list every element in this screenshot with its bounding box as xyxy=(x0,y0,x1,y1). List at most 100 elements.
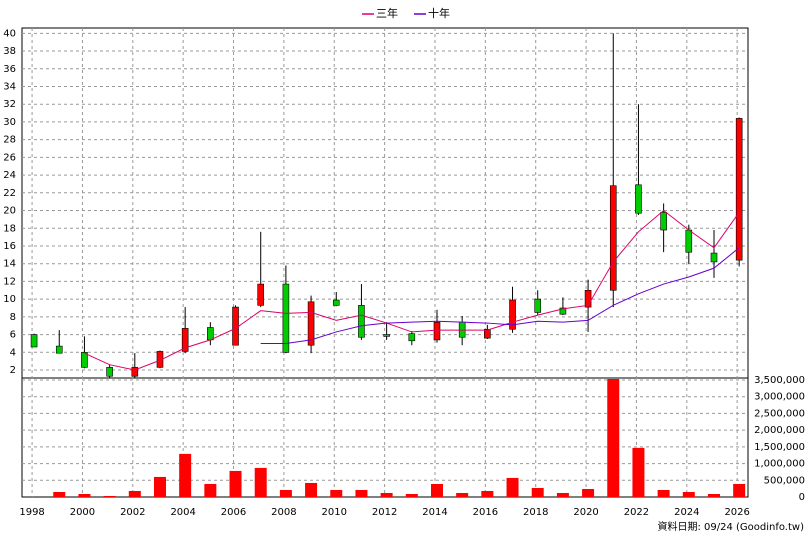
x-tick-label: 2008 xyxy=(271,507,296,518)
ma-line xyxy=(84,209,740,371)
volume-bar xyxy=(456,492,469,497)
legend-label: 三年 xyxy=(376,6,398,20)
volume-bar xyxy=(607,379,620,497)
y-tick-label: 30 xyxy=(3,117,16,128)
y-tick-label: 4 xyxy=(10,347,16,358)
volume-bar xyxy=(229,470,242,497)
candle-body xyxy=(609,185,617,291)
y-tick-label: 34 xyxy=(3,81,16,92)
x-tick-label: 2022 xyxy=(624,507,649,518)
volume-bar xyxy=(279,489,292,497)
x-tick-label: 2012 xyxy=(372,507,397,518)
volume-bar xyxy=(204,483,217,497)
volume-bar xyxy=(582,488,595,497)
x-tick-label: 1998 xyxy=(19,507,44,518)
legend-label: 十年 xyxy=(428,6,450,20)
y2-tick-label: 500,000 xyxy=(764,475,805,486)
y-tick-label: 38 xyxy=(3,46,16,57)
candle-body xyxy=(332,299,340,306)
candle-body xyxy=(30,334,38,348)
y-tick-label: 32 xyxy=(3,99,16,110)
y-tick-label: 12 xyxy=(3,276,16,287)
candle-body xyxy=(484,328,491,339)
footer: 資料日期: 09/24 (Goodinfo.tw) xyxy=(657,520,804,533)
y-tick-label: 28 xyxy=(3,135,16,146)
candle-body xyxy=(232,306,239,346)
candle-body xyxy=(710,252,718,263)
x-tick-label: 2016 xyxy=(473,507,498,518)
y2-tick-label: 3,000,000 xyxy=(754,392,805,403)
volume-bar xyxy=(153,476,166,497)
y-tick-label: 10 xyxy=(3,294,16,305)
candle-body xyxy=(534,298,542,313)
candle-body xyxy=(660,212,667,231)
y-tick-label: 14 xyxy=(3,259,16,270)
candle-body xyxy=(207,327,214,341)
y2-tick-label: 2,000,000 xyxy=(754,425,805,436)
x-tick-label: 2018 xyxy=(523,507,548,518)
y-tick-label: 24 xyxy=(3,170,16,181)
volume-bar xyxy=(305,482,318,497)
volume-bar xyxy=(556,492,569,497)
candle-body xyxy=(307,301,315,346)
y-tick-label: 22 xyxy=(3,188,16,199)
candle-body xyxy=(584,289,592,308)
ma-line xyxy=(260,247,740,344)
volume-bar xyxy=(430,483,443,497)
y-tick-label: 26 xyxy=(3,152,16,163)
volume-bar xyxy=(128,490,141,497)
candle-body xyxy=(735,118,743,261)
x-tick-label: 2002 xyxy=(120,507,145,518)
candle-body xyxy=(509,299,516,330)
volume-bar xyxy=(481,490,494,497)
candle-body xyxy=(181,328,189,352)
x-tick-label: 2000 xyxy=(70,507,95,518)
y2-tick-label: 3,500,000 xyxy=(754,375,805,386)
volume-bar xyxy=(682,491,695,497)
y2-tick-label: 0 xyxy=(799,492,805,503)
volume-bar xyxy=(531,487,544,497)
volume-bar xyxy=(179,453,192,497)
volume-bar xyxy=(254,467,267,497)
x-tick-label: 2010 xyxy=(322,507,347,518)
volume-bar xyxy=(78,493,91,497)
volume-bar xyxy=(330,489,343,497)
volume-bar xyxy=(657,489,670,497)
volume-bar xyxy=(355,489,368,497)
y2-tick-label: 2,500,000 xyxy=(754,408,805,419)
x-tick-label: 2024 xyxy=(674,507,699,518)
candle-body xyxy=(81,352,88,368)
x-tick-label: 2006 xyxy=(221,507,246,518)
volume-bar xyxy=(103,495,116,497)
volume-bar xyxy=(405,493,418,497)
y2-tick-label: 1,000,000 xyxy=(754,459,805,470)
volume-bar xyxy=(733,483,746,497)
candle-body xyxy=(635,184,642,214)
y-tick-label: 16 xyxy=(3,241,16,252)
volume-bar xyxy=(632,447,645,497)
y-tick-label: 8 xyxy=(10,312,16,323)
x-tick-label: 2026 xyxy=(724,507,749,518)
candle-body xyxy=(358,305,365,338)
candle-body xyxy=(55,345,63,354)
candle-body xyxy=(433,321,441,341)
x-tick-label: 2004 xyxy=(170,507,195,518)
y-tick-label: 20 xyxy=(3,206,16,217)
y-tick-label: 2 xyxy=(10,365,16,376)
volume-bar xyxy=(707,493,720,497)
volume-bar xyxy=(506,477,519,497)
y-tick-label: 40 xyxy=(3,28,16,39)
x-tick-label: 2020 xyxy=(573,507,598,518)
volume-bar xyxy=(380,492,393,497)
candle-body xyxy=(383,334,390,337)
x-tick-label: 2014 xyxy=(422,507,447,518)
y2-tick-label: 1,500,000 xyxy=(754,442,805,453)
candle-body xyxy=(156,351,164,368)
candle-body xyxy=(106,367,113,377)
y-tick-label: 18 xyxy=(3,223,16,234)
candle-body xyxy=(282,283,290,353)
candle-body xyxy=(257,283,265,306)
candle-body xyxy=(131,367,139,377)
candle-body xyxy=(685,229,693,253)
